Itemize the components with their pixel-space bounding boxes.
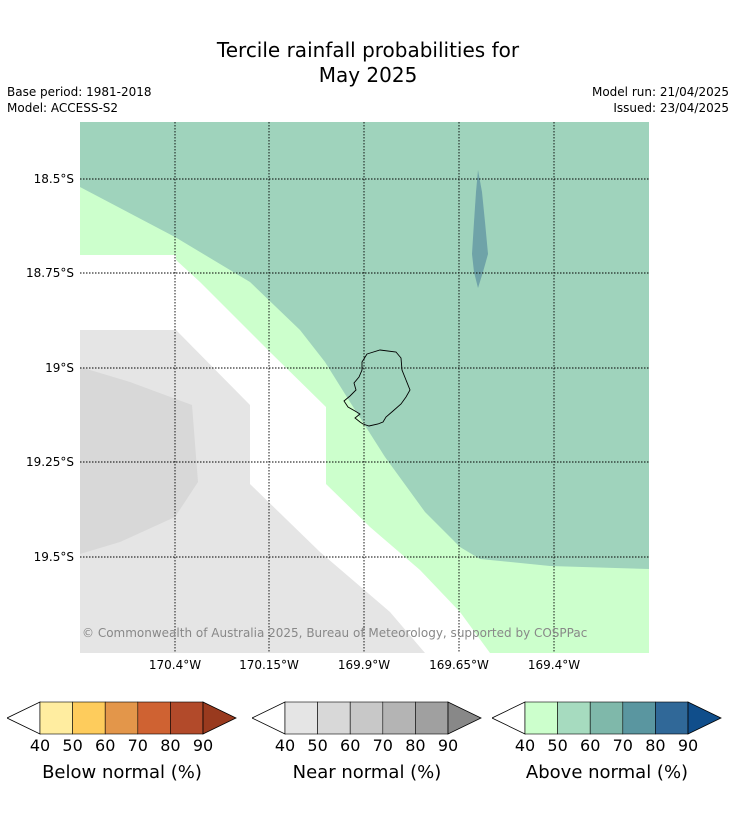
gridlines bbox=[80, 122, 649, 653]
colorbar-segment bbox=[317, 701, 351, 735]
colorbar-tick-label: 70 bbox=[612, 736, 633, 755]
colorbar-near-svg bbox=[251, 701, 482, 735]
lat-label-19-25: 19.25°S bbox=[26, 455, 74, 469]
colorbar-segment bbox=[170, 701, 204, 735]
map-svg bbox=[80, 122, 649, 653]
colorbar-segment bbox=[349, 701, 384, 735]
copyright-notice: © Commonwealth of Australia 2025, Bureau… bbox=[82, 626, 588, 640]
colorbar-below-svg bbox=[6, 701, 237, 735]
colorbar-tick-label: 60 bbox=[580, 736, 601, 755]
lon-label-170-15: 170.15°W bbox=[239, 658, 299, 672]
colorbar-segment bbox=[589, 701, 624, 735]
lon-label-169-4: 169.4°W bbox=[527, 658, 581, 672]
colorbar-tick-label: 70 bbox=[372, 736, 393, 755]
island-outline bbox=[343, 349, 411, 427]
issued-date: Issued: 23/04/2025 bbox=[613, 101, 729, 115]
region-above-70 bbox=[472, 170, 488, 288]
model-info: Base period: 1981-2018 Model: ACCESS-S2 bbox=[7, 84, 152, 116]
colorbar-below-normal: 40 50 60 70 80 90 Below normal (%) bbox=[6, 700, 237, 790]
colorbar-tick-label: 50 bbox=[547, 736, 568, 755]
colorbar-tick-label: 40 bbox=[29, 736, 51, 755]
model-run: Model run: 21/04/2025 bbox=[591, 85, 729, 99]
region-near-50 bbox=[80, 367, 198, 554]
lat-label-19: 19°S bbox=[45, 361, 74, 375]
title-line-2: May 2025 bbox=[318, 63, 418, 87]
colorbar-segment bbox=[104, 701, 139, 735]
colorbar-tick-label: 90 bbox=[677, 736, 699, 755]
colorbar-tick-label: 60 bbox=[340, 736, 361, 755]
colorbar-tick-label: 90 bbox=[437, 736, 459, 755]
colorbar-tick-label: 40 bbox=[274, 736, 296, 755]
colorbar-segment bbox=[72, 701, 106, 735]
colorbar-tick-label: 80 bbox=[645, 736, 666, 755]
colorbar-above-svg bbox=[491, 701, 722, 735]
colorbar-above-label: Above normal (%) bbox=[525, 762, 689, 783]
colorbar-segment bbox=[655, 701, 689, 735]
colorbar-high-extend bbox=[687, 701, 722, 735]
colorbar-near-normal: 40 50 60 70 80 90 Near normal (%) bbox=[251, 700, 482, 790]
colorbar-high-extend bbox=[447, 701, 482, 735]
lat-label-19-5: 19.5°S bbox=[33, 550, 74, 564]
colorbar-segment bbox=[622, 701, 656, 735]
colorbar-tick-label: 80 bbox=[405, 736, 426, 755]
colorbar-tick-label: 60 bbox=[95, 736, 116, 755]
colorbar-segment bbox=[39, 701, 73, 735]
lon-label-169-9: 169.9°W bbox=[337, 658, 391, 672]
model-name: Model: ACCESS-S2 bbox=[7, 101, 119, 115]
colorbar-low-extend bbox=[251, 701, 286, 735]
colorbar-high-extend bbox=[202, 701, 237, 735]
lat-label-18-5: 18.5°S bbox=[33, 172, 74, 186]
lat-label-18-75: 18.75°S bbox=[26, 266, 74, 280]
colorbar-near-label: Near normal (%) bbox=[292, 762, 442, 783]
colorbar-tick-label: 40 bbox=[514, 736, 536, 755]
colorbar-tick-label: 80 bbox=[160, 736, 181, 755]
lon-label-170-4: 170.4°W bbox=[148, 658, 202, 672]
chart-title: Tercile rainfall probabilities for May 2… bbox=[0, 38, 736, 88]
colorbar-tick-label: 90 bbox=[192, 736, 214, 755]
colorbar-segment bbox=[557, 701, 591, 735]
colorbar-segment bbox=[382, 701, 416, 735]
colorbar-low-extend bbox=[491, 701, 526, 735]
colorbar-low-extend bbox=[6, 701, 41, 735]
colorbar-above-normal: 40 50 60 70 80 90 Above normal (%) bbox=[491, 700, 722, 790]
colorbar-tick-label: 50 bbox=[62, 736, 83, 755]
base-period: Base period: 1981-2018 bbox=[7, 85, 152, 99]
run-info: Model run: 21/04/2025 Issued: 23/04/2025 bbox=[592, 84, 729, 116]
lon-label-169-65: 169.65°W bbox=[429, 658, 489, 672]
colorbar-below-label: Below normal (%) bbox=[42, 762, 202, 783]
colorbar-segment bbox=[137, 701, 171, 735]
colorbar-tick-label: 70 bbox=[127, 736, 148, 755]
map-panel[interactable] bbox=[80, 122, 649, 653]
colorbar-tick-label: 50 bbox=[307, 736, 328, 755]
title-line-1: Tercile rainfall probabilities for bbox=[216, 38, 520, 62]
colorbar-segment bbox=[524, 701, 558, 735]
colorbar-segment bbox=[284, 701, 318, 735]
colorbar-segment bbox=[415, 701, 449, 735]
